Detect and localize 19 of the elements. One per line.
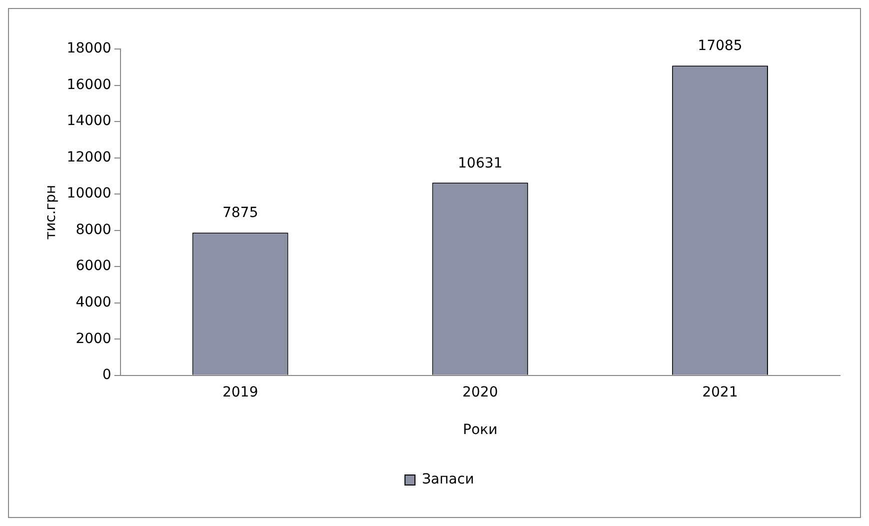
y-tick-label: 0 bbox=[102, 367, 112, 384]
y-tick-label: 16000 bbox=[66, 76, 112, 93]
legend-label: Запаси bbox=[422, 472, 474, 488]
y-tick-label: 18000 bbox=[66, 40, 112, 57]
y-tick-label: 10000 bbox=[66, 186, 112, 202]
y-axis-title: тис.грн bbox=[43, 184, 60, 240]
y-tick-label: 6000 bbox=[76, 258, 112, 274]
y-tick-label: 2000 bbox=[76, 330, 112, 347]
y-tick-label: 12000 bbox=[66, 149, 112, 166]
y-tick-label: 14000 bbox=[66, 113, 112, 130]
x-tick-label: 2021 bbox=[702, 384, 738, 400]
data-label: 17085 bbox=[698, 38, 742, 54]
data-label: 7875 bbox=[222, 205, 258, 222]
data-label: 10631 bbox=[458, 155, 502, 172]
x-tick-label: 2020 bbox=[462, 384, 498, 400]
y-tick-label: 8000 bbox=[76, 222, 112, 238]
x-axis-title: Роки bbox=[462, 422, 498, 438]
y-tick-label: 4000 bbox=[76, 294, 112, 311]
x-tick-label: 2019 bbox=[222, 384, 258, 400]
